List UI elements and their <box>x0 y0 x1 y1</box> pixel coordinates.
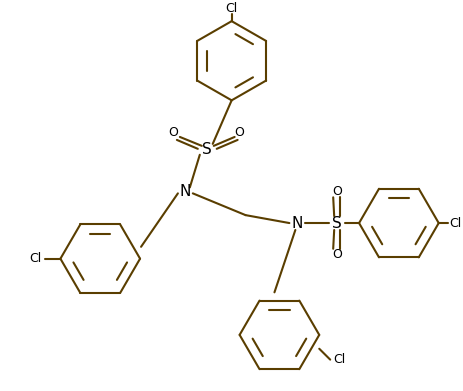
Text: Cl: Cl <box>449 217 461 230</box>
Text: Cl: Cl <box>225 2 237 15</box>
Text: Cl: Cl <box>332 353 344 366</box>
Text: O: O <box>332 185 341 198</box>
Text: N: N <box>291 215 302 231</box>
Text: S: S <box>332 215 341 231</box>
Text: N: N <box>179 184 190 199</box>
Text: O: O <box>234 126 244 138</box>
Text: O: O <box>168 126 177 138</box>
Text: O: O <box>332 248 341 261</box>
Text: S: S <box>201 142 211 157</box>
Text: Cl: Cl <box>29 252 42 265</box>
